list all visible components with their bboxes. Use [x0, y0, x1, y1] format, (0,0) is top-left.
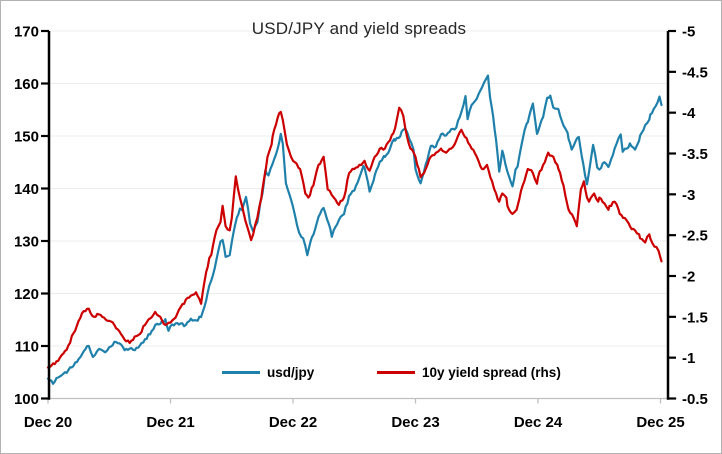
left-axis-tick-label: 160: [14, 76, 39, 93]
usdjpy-line: [46, 74, 663, 385]
right-axis-tick-label: -4: [682, 105, 696, 122]
usdjpy-legend-label: usd/jpy: [267, 364, 315, 380]
legend-item-usdjpy: usd/jpy: [222, 364, 314, 380]
x-axis-tick-label: Dec 25: [636, 414, 684, 431]
x-axis-tick-label: Dec 23: [391, 414, 439, 431]
legend-item-spread: 10y yield spread (rhs): [377, 364, 561, 380]
right-axis-tick-label: -1: [682, 350, 695, 367]
left-axis-tick-label: 100: [14, 391, 39, 408]
spread-legend-line-swatch: [377, 370, 415, 374]
right-axis-tick-label: -3: [682, 187, 695, 204]
right-axis-tick-label: -3.5: [682, 146, 708, 163]
chart-title: USD/JPY and yield spreads: [251, 19, 467, 38]
left-axis-tick-label: 120: [14, 286, 39, 303]
left-axis-tick-label: 130: [14, 234, 39, 251]
right-axis-tick-label: -2: [682, 269, 695, 286]
left-axis-tick-label: 140: [14, 181, 39, 198]
right-axis-tick-label: -0.5: [682, 391, 708, 408]
right-axis-tick-label: -5: [682, 24, 695, 41]
left-axis-tick-label: 170: [14, 24, 39, 41]
x-axis-tick-label: Dec 22: [269, 414, 317, 431]
spread-line: [46, 106, 663, 369]
x-axis-tick-label: Dec 21: [146, 414, 194, 431]
x-axis-tick-label: Dec 24: [514, 414, 563, 431]
spread-legend-label: 10y yield spread (rhs): [422, 364, 561, 380]
right-axis-tick-label: -1.5: [682, 309, 708, 326]
right-axis-tick-label: -2.5: [682, 228, 708, 245]
usdjpy-legend-line-swatch: [222, 370, 260, 374]
left-axis-tick-label: 150: [14, 129, 39, 146]
right-axis-tick-label: -4.5: [682, 64, 708, 81]
x-axis-tick-label: Dec 20: [24, 414, 72, 431]
left-axis-tick-label: 110: [15, 339, 39, 356]
